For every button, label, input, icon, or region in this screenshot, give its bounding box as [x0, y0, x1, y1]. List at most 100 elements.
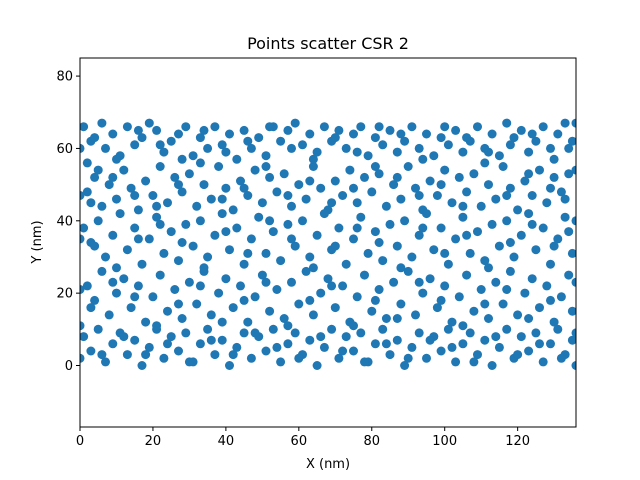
- scatter-point: [236, 281, 245, 291]
- scatter-point: [122, 122, 132, 132]
- scatter-point: [246, 143, 256, 153]
- scatter-point: [86, 198, 96, 208]
- scatter-point: [133, 281, 143, 291]
- scatter-point: [112, 263, 121, 273]
- scatter-point: [392, 172, 402, 182]
- scatter-point: [287, 143, 296, 153]
- scatter-point: [443, 259, 453, 269]
- scatter-point: [177, 314, 187, 323]
- scatter-point: [221, 183, 231, 193]
- scatter-point: [225, 361, 234, 370]
- scatter-point: [484, 263, 493, 273]
- scatter-point: [80, 332, 89, 342]
- scatter-point: [210, 350, 220, 360]
- scatter-point: [206, 194, 216, 204]
- scatter-point: [352, 198, 362, 208]
- scatter-point: [250, 328, 260, 338]
- scatter-point: [195, 133, 205, 143]
- scatter-point: [246, 353, 256, 363]
- scatter-point: [221, 274, 231, 284]
- scatter-point: [469, 169, 479, 179]
- scatter-point: [546, 183, 555, 193]
- scatter-point: [126, 183, 136, 193]
- scatter-point: [261, 248, 271, 258]
- scatter-point: [203, 252, 213, 262]
- scatter-point: [130, 292, 140, 302]
- scatter-point: [170, 285, 180, 294]
- scatter-point: [367, 187, 377, 197]
- scatter-point: [228, 350, 238, 360]
- scatter-point: [283, 321, 293, 331]
- scatter-point: [360, 172, 369, 182]
- scatter-point: [163, 198, 172, 208]
- scatter-point: [225, 245, 234, 255]
- y-tick-label: 0: [65, 359, 73, 374]
- scatter-point: [400, 216, 410, 226]
- scatter-point: [527, 274, 537, 284]
- scatter-point: [174, 256, 183, 266]
- scatter-point: [556, 187, 566, 197]
- scatter-point: [418, 223, 428, 233]
- scatter-point: [352, 223, 362, 233]
- scatter-point: [385, 350, 395, 360]
- scatter-point: [381, 339, 391, 349]
- scatter-point: [86, 303, 96, 313]
- scatter-point: [414, 328, 424, 338]
- scatter-point: [108, 172, 118, 182]
- scatter-point: [170, 172, 180, 182]
- scatter-point: [524, 209, 534, 219]
- scatter-point: [312, 361, 322, 370]
- scatter-point: [491, 194, 501, 204]
- scatter-point: [294, 353, 304, 363]
- scatter-point: [440, 248, 450, 258]
- scatter-point: [403, 162, 413, 171]
- scatter-point: [287, 201, 296, 211]
- scatter-point: [396, 299, 406, 309]
- scatter-point: [148, 191, 158, 200]
- scatter-point: [90, 295, 100, 305]
- scatter-point: [82, 187, 92, 197]
- scatter-point: [184, 277, 194, 287]
- scatter-point: [542, 198, 552, 208]
- scatter-point: [265, 172, 275, 182]
- scatter-point: [334, 125, 344, 135]
- scatter-point: [458, 339, 468, 349]
- scatter-point: [345, 165, 355, 175]
- scatter-point: [458, 147, 468, 157]
- scatter-point: [520, 288, 530, 298]
- scatter-point: [144, 234, 154, 244]
- scatter-point: [221, 227, 231, 237]
- scatter-point: [316, 288, 326, 298]
- scatter-point: [80, 353, 85, 363]
- x-tick-label: 0: [76, 434, 84, 449]
- scatter-point: [239, 125, 249, 135]
- scatter-point: [513, 205, 523, 215]
- scatter-point: [290, 328, 300, 338]
- scatter-point: [494, 342, 504, 352]
- scatter-point: [432, 191, 442, 200]
- scatter-point: [265, 122, 275, 132]
- scatter-point: [319, 122, 329, 132]
- scatter-point: [564, 227, 574, 237]
- scatter-point: [93, 216, 103, 226]
- scatter-point: [316, 332, 326, 342]
- scatter-point: [308, 263, 318, 273]
- scatter-point: [122, 245, 132, 255]
- scatter-point: [261, 346, 271, 356]
- scatter-point: [571, 118, 576, 128]
- scatter-point: [294, 299, 304, 309]
- scatter-point: [396, 263, 406, 273]
- scatter-point: [287, 277, 296, 287]
- scatter-point: [276, 136, 286, 146]
- scatter-point: [440, 281, 450, 291]
- scatter-point: [137, 361, 147, 370]
- scatter-point: [82, 158, 92, 168]
- scatter-point: [80, 223, 89, 233]
- scatter-point: [283, 219, 293, 229]
- y-axis: 0 20 40 60 80: [56, 70, 80, 374]
- scatter-point: [298, 216, 307, 226]
- scatter-point: [524, 169, 534, 179]
- scatter-point: [283, 191, 293, 200]
- scatter-point: [308, 310, 318, 320]
- scatter-point: [363, 151, 373, 161]
